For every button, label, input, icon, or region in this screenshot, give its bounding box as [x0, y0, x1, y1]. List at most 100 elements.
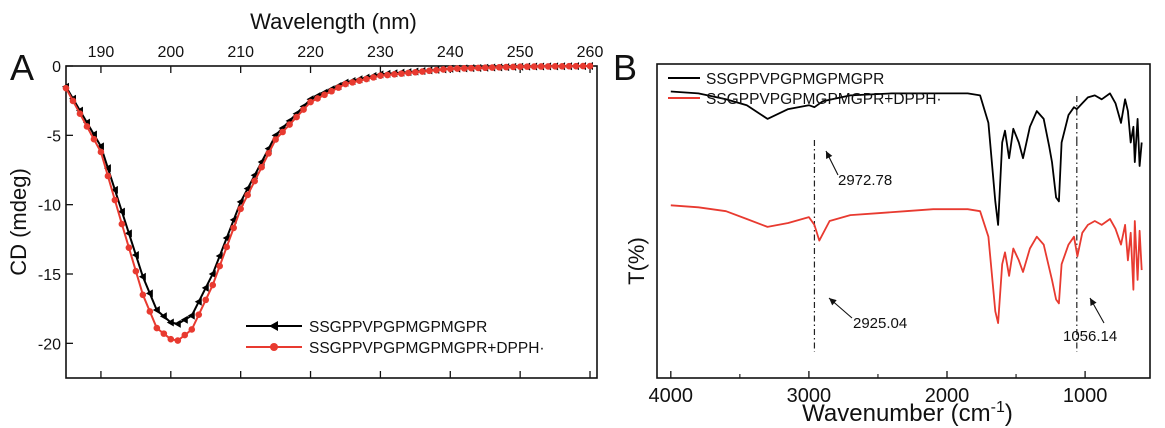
- series-marker-a-2: [558, 62, 566, 70]
- series-marker-a-1: [138, 272, 146, 281]
- series-marker-a-2: [83, 123, 91, 130]
- legend-label-a-1: SSGPPVPGPMGPMGPR: [309, 319, 487, 336]
- series-marker-a-1: [194, 297, 202, 306]
- series-marker-a-1: [236, 197, 244, 206]
- legend-marker-a-1: [269, 321, 278, 331]
- series-marker-a-1: [110, 185, 118, 194]
- y-tick-label-a: 0: [52, 59, 61, 76]
- series-marker-a-2: [342, 80, 349, 88]
- chart-panel-a: 190 200 210 220 230 240 250 260 0 -5 -10 -15 -20 Wave…: [6, 9, 604, 379]
- x-tick-label-b: 3000: [787, 385, 832, 407]
- series-marker-a-2: [502, 63, 510, 71]
- legend-label-a-2: SSGPPVPGPMGPMGPR+DPPH·: [309, 340, 545, 357]
- series-marker-a-2: [474, 64, 482, 72]
- series-marker-a-2: [202, 296, 210, 304]
- series-marker-a-1: [124, 229, 132, 238]
- x-tick-label-a: 220: [297, 44, 324, 61]
- x-axis-title-b-close: ): [1005, 400, 1013, 427]
- y-tick-label-a: -20: [38, 336, 61, 353]
- series-marker-a-2: [307, 98, 314, 106]
- series-marker-a-2: [481, 64, 489, 72]
- series-marker-a-2: [398, 70, 405, 77]
- series-marker-a-2: [495, 64, 503, 71]
- annotation-label-b-2: 2925.04: [853, 315, 907, 332]
- series-marker-a-2: [419, 68, 426, 75]
- x-tick-label-a: 240: [437, 44, 464, 61]
- series-marker-a-2: [516, 63, 524, 70]
- series-marker-a-2: [426, 67, 433, 75]
- x-tick-label-a: 260: [577, 44, 604, 61]
- series-marker-a-2: [384, 71, 391, 79]
- annotation-arrowhead-b-2: [829, 298, 837, 306]
- x-tick-label-a: 190: [88, 44, 115, 61]
- series-marker-a-2: [258, 163, 265, 171]
- series-marker-a-2: [328, 87, 335, 95]
- y-tick-label-a: -10: [38, 198, 61, 215]
- series-marker-a-1: [180, 315, 188, 324]
- series-marker-a-2: [279, 128, 286, 136]
- series-marker-a-2: [76, 110, 84, 118]
- series-marker-a-2: [216, 262, 224, 270]
- panel-b-letter: B: [613, 47, 637, 88]
- x-tick-label-b: 1000: [1063, 385, 1108, 407]
- series-marker-a-2: [349, 79, 356, 86]
- series-marker-a-2: [97, 148, 105, 156]
- x-tick-label-b: 2000: [925, 385, 970, 407]
- series-marker-a-2: [446, 65, 454, 73]
- series-marker-a-1: [117, 207, 125, 216]
- series-marker-a-2: [551, 63, 559, 70]
- annotation-label-b-1: 2972.78: [838, 172, 892, 189]
- series-marker-a-1: [201, 283, 209, 292]
- series-marker-a-2: [139, 291, 147, 299]
- series-marker-a-2: [356, 77, 363, 84]
- series-marker-a-2: [223, 243, 230, 251]
- series-marker-a-1: [103, 164, 111, 173]
- x-tick-label-a: 250: [507, 44, 534, 61]
- x-axis-title-b-sup: -1: [991, 399, 1005, 416]
- series-marker-a-2: [537, 63, 545, 70]
- series-marker-a-1: [173, 319, 181, 328]
- x-axis-title-b-main: Wavenumber (cm: [802, 400, 990, 427]
- series-marker-a-2: [230, 224, 237, 232]
- y-axis-title-a: CD (mdeg): [6, 168, 31, 276]
- series-marker-a-2: [544, 63, 552, 70]
- series-marker-a-2: [181, 331, 189, 339]
- series-marker-a-2: [321, 91, 328, 99]
- series-marker-a-2: [572, 62, 580, 70]
- series-marker-a-1: [208, 270, 216, 278]
- series-marker-a-2: [90, 135, 98, 143]
- annotation-arrowhead-b-3: [1090, 298, 1097, 306]
- series-marker-a-2: [272, 136, 279, 143]
- annotation-label-b-3: 1056.14: [1063, 328, 1117, 345]
- series-marker-a-2: [565, 62, 573, 70]
- legend-marker-a-2: [270, 343, 278, 351]
- x-tick-label-a: 210: [227, 44, 254, 61]
- series-marker-a-2: [104, 172, 112, 180]
- series-marker-a-2: [293, 113, 300, 121]
- plot-frame-b: [656, 63, 1151, 379]
- series-marker-a-2: [363, 75, 370, 83]
- series-marker-a-2: [160, 330, 168, 337]
- series-marker-a-2: [153, 324, 161, 332]
- series-marker-a-2: [523, 63, 531, 70]
- series-marker-a-2: [195, 311, 203, 318]
- series-marker-a-2: [62, 84, 70, 92]
- series-marker-a-2: [314, 95, 321, 102]
- series-marker-a-1: [215, 251, 223, 260]
- legend-label-b-1: SSGPPVPGPMGPMGPR: [706, 71, 884, 88]
- x-axis-title-a: Wavelength (nm): [250, 9, 417, 34]
- series-marker-a-2: [509, 63, 517, 71]
- y-tick-label-a: -5: [47, 128, 61, 145]
- annotation-arrowhead-b-1: [826, 151, 833, 159]
- series-marker-a-2: [300, 106, 307, 113]
- panel-a-letter: A: [10, 47, 34, 88]
- spectrum-line-b-1: [670, 90, 1143, 226]
- chart-panel-b: 4000 3000 2000 1000 Wavenumber (cm-1) T(%) 297…: [624, 63, 1151, 427]
- series-marker-a-2: [335, 84, 342, 91]
- y-tick-label-a: -15: [38, 267, 61, 284]
- series-marker-a-2: [579, 62, 587, 70]
- series-marker-a-2: [391, 71, 398, 78]
- series-marker-a-2: [118, 220, 126, 228]
- series-marker-a-2: [174, 337, 182, 344]
- series-marker-a-1: [187, 311, 195, 320]
